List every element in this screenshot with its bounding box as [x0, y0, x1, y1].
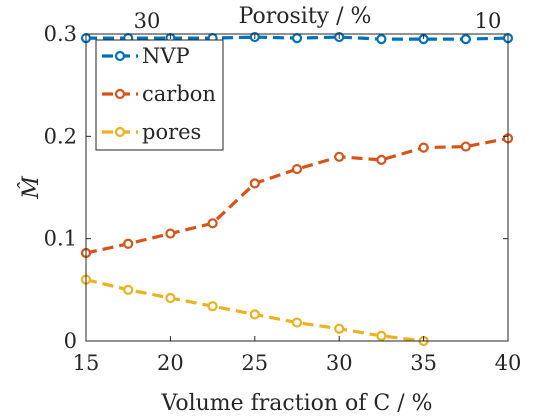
data-point [376, 330, 387, 341]
data-point [418, 142, 429, 153]
data-point [460, 141, 471, 152]
series-pores [80, 274, 429, 347]
ticks-layer: 15 20 25 30 35 40 0 0.1 0.2 0.3 [44, 22, 522, 375]
x-tick-label: 30 [326, 351, 353, 375]
x-tick-label: 20 [157, 351, 184, 375]
y-tick-label: 0 [64, 329, 77, 353]
data-point [334, 151, 345, 162]
data-point [376, 154, 387, 165]
data-point [249, 178, 260, 189]
top-tick-label: 10 [475, 9, 502, 33]
top-tick-label: 30 [134, 9, 161, 33]
legend-swatch-marker [114, 50, 126, 62]
data-point [207, 301, 218, 312]
x-tick-label: 40 [495, 351, 522, 375]
y-axis-title: M̂ [18, 176, 44, 200]
data-point [165, 292, 176, 304]
y-tick-label: 0.3 [44, 22, 77, 46]
data-point [334, 323, 345, 334]
x-axis-title: Volume fraction of C / % [160, 391, 432, 416]
data-point [291, 163, 303, 175]
data-point [207, 218, 218, 229]
legend: NVP carbon pores [95, 39, 224, 151]
series-carbon [80, 133, 514, 259]
data-point [291, 317, 303, 328]
legend-swatch-marker [114, 126, 126, 138]
plot-frame [85, 33, 509, 342]
data-point [249, 309, 260, 320]
data-point [165, 228, 176, 239]
data-point [123, 284, 134, 295]
data-point [376, 34, 387, 45]
x-tick-label: 35 [410, 351, 437, 375]
x-tick-label: 25 [241, 351, 268, 375]
y-tick-label: 0.2 [44, 124, 77, 148]
data-point [123, 238, 134, 249]
data-point [291, 32, 303, 44]
legend-swatch-marker [114, 88, 126, 100]
legend-label: carbon [142, 82, 216, 106]
data-point [460, 34, 471, 45]
series-line [85, 136, 509, 255]
top-axis-title: Porosity / % [239, 4, 372, 29]
y-tick-label: 0.1 [44, 227, 77, 251]
x-tick-label: 15 [73, 351, 100, 375]
legend-label: NVP [142, 44, 190, 68]
legend-label: pores [142, 120, 201, 144]
